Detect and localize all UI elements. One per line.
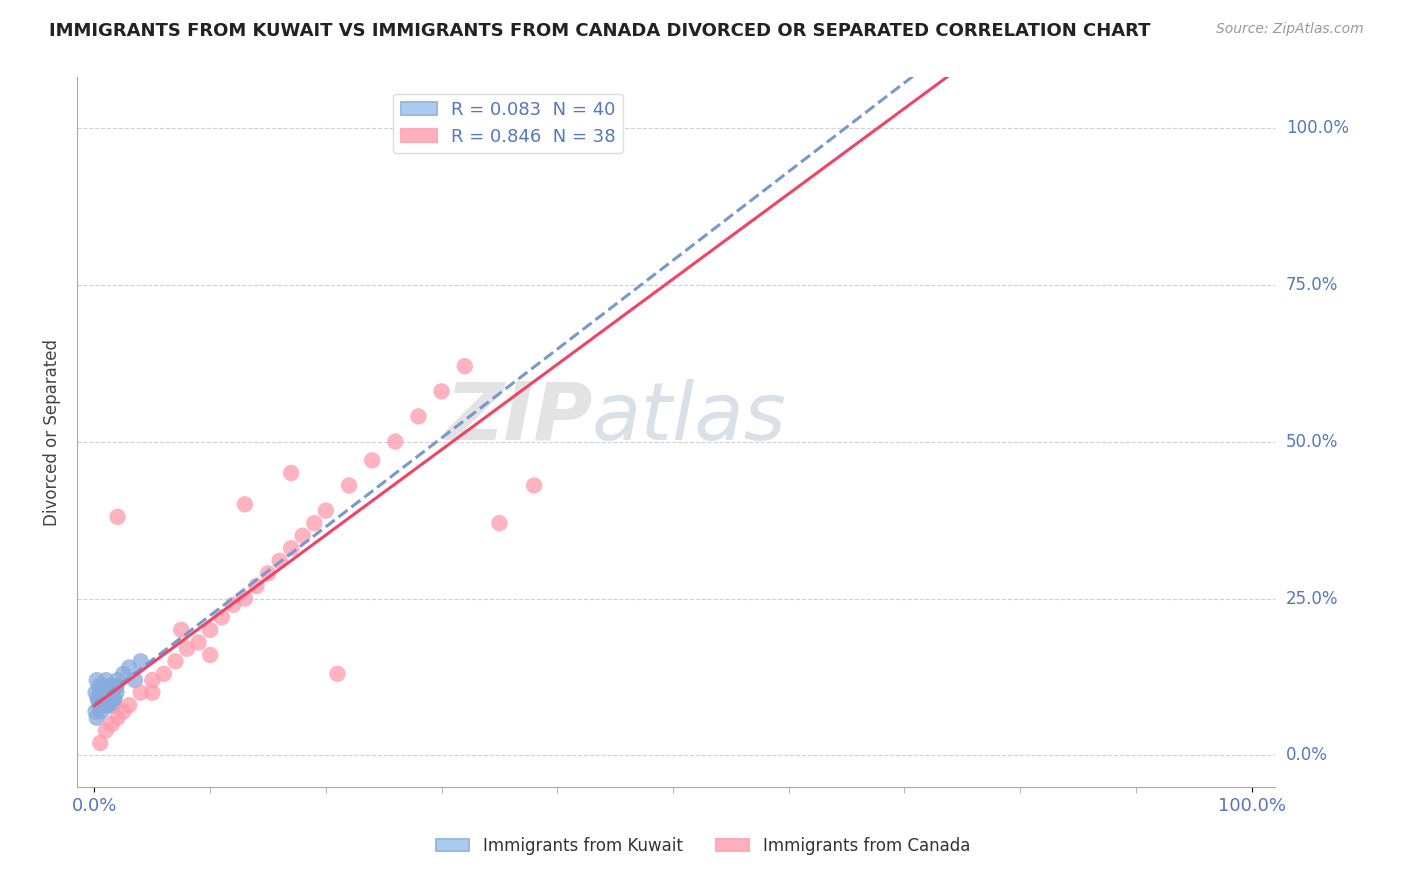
Point — [98, 698, 121, 713]
Point — [488, 516, 510, 531]
Point — [90, 705, 112, 719]
Text: Source: ZipAtlas.com: Source: ZipAtlas.com — [1216, 22, 1364, 37]
Point — [101, 698, 124, 713]
Legend: R = 0.083  N = 40, R = 0.846  N = 38: R = 0.083 N = 40, R = 0.846 N = 38 — [394, 94, 623, 153]
Point — [86, 673, 108, 687]
Point — [222, 598, 245, 612]
Point — [104, 679, 127, 693]
Text: 75.0%: 75.0% — [1286, 276, 1339, 293]
Point — [91, 692, 114, 706]
Point — [198, 648, 221, 662]
Point — [96, 698, 118, 713]
Point — [100, 679, 122, 693]
Point — [103, 692, 125, 706]
Point — [304, 516, 326, 531]
Point — [280, 466, 302, 480]
Point — [94, 673, 117, 687]
Point — [87, 679, 110, 693]
Point — [361, 453, 384, 467]
Point — [87, 692, 110, 706]
Point — [97, 686, 120, 700]
Point — [337, 478, 360, 492]
Point — [94, 692, 117, 706]
Point — [384, 434, 406, 449]
Point — [89, 698, 111, 713]
Point — [211, 610, 233, 624]
Point — [280, 541, 302, 556]
Legend: Immigrants from Kuwait, Immigrants from Canada: Immigrants from Kuwait, Immigrants from … — [429, 830, 977, 862]
Point — [87, 692, 110, 706]
Point — [84, 705, 107, 719]
Point — [523, 478, 546, 492]
Text: atlas: atlas — [592, 379, 787, 457]
Point — [101, 686, 124, 700]
Point — [315, 503, 337, 517]
Point — [93, 679, 115, 693]
Point — [105, 686, 128, 700]
Point — [118, 660, 141, 674]
Point — [170, 623, 193, 637]
Point — [94, 723, 117, 738]
Point — [97, 686, 120, 700]
Point — [93, 692, 115, 706]
Point — [94, 686, 117, 700]
Point — [454, 359, 477, 374]
Y-axis label: Divorced or Separated: Divorced or Separated — [44, 339, 60, 525]
Point — [90, 698, 112, 713]
Point — [103, 692, 125, 706]
Text: 0.0%: 0.0% — [1286, 747, 1327, 764]
Point — [112, 705, 135, 719]
Point — [107, 509, 129, 524]
Point — [165, 654, 187, 668]
Point — [107, 711, 129, 725]
Point — [176, 641, 198, 656]
Point — [141, 673, 163, 687]
Point — [198, 623, 221, 637]
Point — [129, 686, 152, 700]
Point — [89, 736, 111, 750]
Point — [124, 673, 146, 687]
Point — [105, 679, 128, 693]
Point — [233, 497, 256, 511]
Text: 100.0%: 100.0% — [1286, 119, 1348, 136]
Point — [129, 654, 152, 668]
Text: ZIP: ZIP — [444, 379, 592, 457]
Text: 50.0%: 50.0% — [1286, 433, 1339, 450]
Point — [87, 698, 110, 713]
Point — [430, 384, 453, 399]
Point — [91, 686, 114, 700]
Text: IMMIGRANTS FROM KUWAIT VS IMMIGRANTS FROM CANADA DIVORCED OR SEPARATED CORRELATI: IMMIGRANTS FROM KUWAIT VS IMMIGRANTS FRO… — [49, 22, 1150, 40]
Point — [233, 591, 256, 606]
Text: 25.0%: 25.0% — [1286, 590, 1339, 607]
Point — [118, 698, 141, 713]
Point — [94, 698, 117, 713]
Point — [153, 666, 176, 681]
Point — [326, 666, 349, 681]
Point — [101, 686, 124, 700]
Point — [84, 686, 107, 700]
Point — [89, 686, 111, 700]
Point — [96, 679, 118, 693]
Point — [408, 409, 430, 424]
Point — [187, 635, 209, 649]
Point — [141, 686, 163, 700]
Point — [291, 529, 314, 543]
Point — [269, 554, 291, 568]
Point — [112, 666, 135, 681]
Point — [101, 717, 124, 731]
Point — [257, 566, 280, 581]
Point — [245, 579, 267, 593]
Point — [86, 711, 108, 725]
Point — [107, 673, 129, 687]
Point — [98, 692, 121, 706]
